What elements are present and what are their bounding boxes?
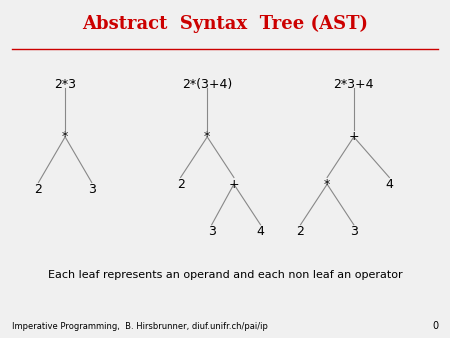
Text: Imperative Programming,  B. Hirsbrunner, diuf.unifr.ch/pai/ip: Imperative Programming, B. Hirsbrunner, … [12,322,268,331]
Text: *: * [324,178,330,191]
Text: 2*3+4: 2*3+4 [333,78,374,91]
Text: 4: 4 [385,178,393,191]
Text: +: + [229,178,239,191]
Text: *: * [204,130,210,143]
Text: 4: 4 [256,225,265,238]
Text: 2: 2 [177,178,184,191]
Text: *: * [62,130,68,143]
Text: 3: 3 [208,225,216,238]
Text: 2: 2 [35,183,42,196]
Text: +: + [348,130,359,143]
Text: 2: 2 [297,225,305,238]
Text: 3: 3 [88,183,96,196]
Text: 2*3: 2*3 [54,78,76,91]
Text: Abstract  Syntax  Tree (AST): Abstract Syntax Tree (AST) [82,15,368,33]
Text: 2*(3+4): 2*(3+4) [182,78,232,91]
Text: 3: 3 [350,225,358,238]
Text: Each leaf represents an operand and each non leaf an operator: Each leaf represents an operand and each… [48,270,402,281]
Text: 0: 0 [432,321,438,331]
